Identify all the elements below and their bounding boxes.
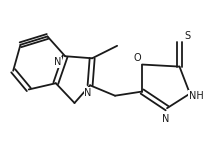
Text: NH: NH bbox=[189, 91, 204, 101]
Text: O: O bbox=[133, 53, 141, 63]
Text: N: N bbox=[84, 88, 92, 98]
Text: N: N bbox=[162, 114, 170, 124]
Text: S: S bbox=[185, 31, 191, 41]
Text: N: N bbox=[54, 57, 62, 67]
